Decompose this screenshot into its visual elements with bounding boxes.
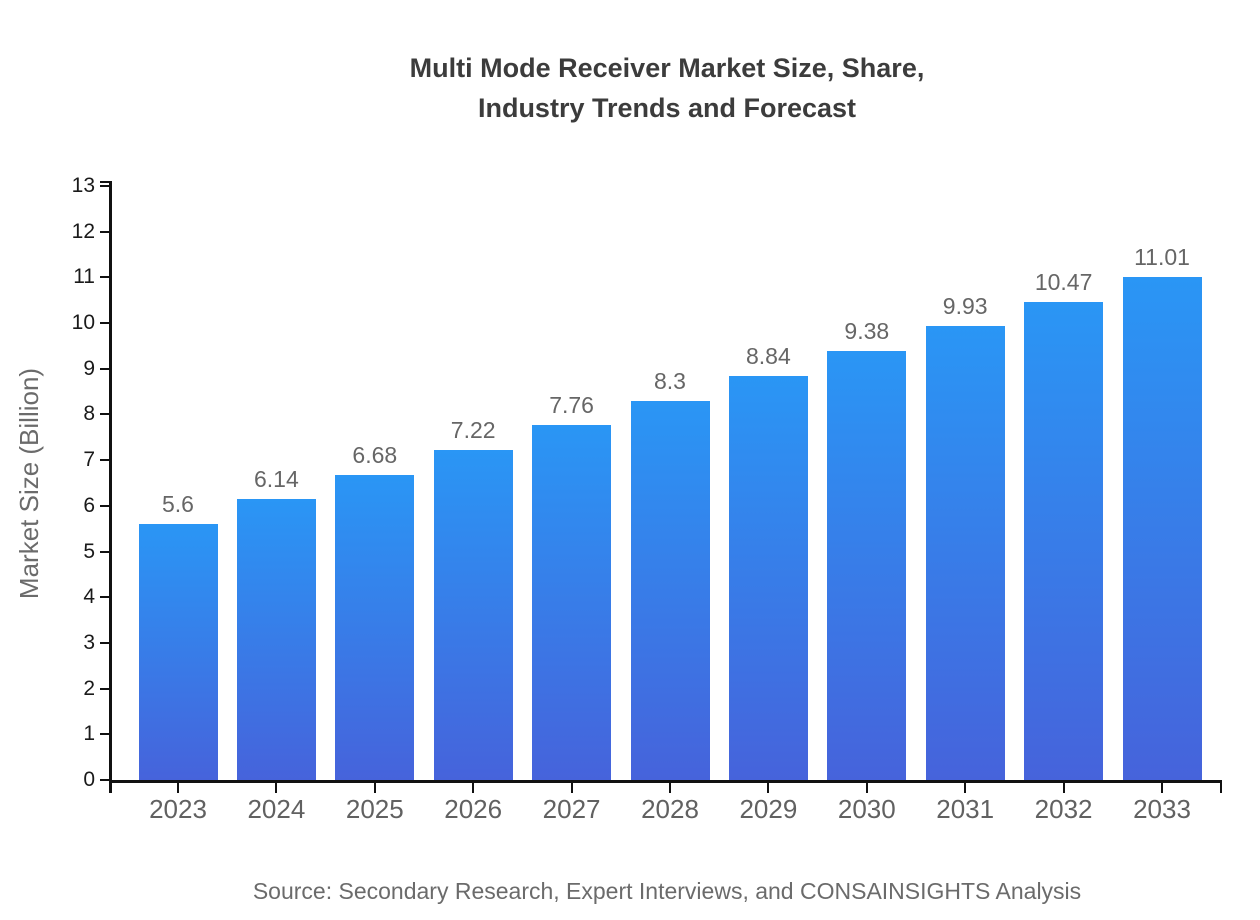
bar-value-label: 7.76 bbox=[549, 392, 594, 419]
bar bbox=[236, 499, 316, 780]
x-tick-label: 2025 bbox=[345, 794, 404, 824]
y-tick-mark bbox=[100, 779, 109, 781]
bar bbox=[138, 524, 218, 780]
x-tick-label: 2030 bbox=[837, 794, 896, 824]
x-tick-label: 2028 bbox=[641, 794, 699, 824]
y-tick-label: 3 bbox=[83, 630, 95, 654]
x-tick-label: 2024 bbox=[247, 794, 306, 824]
y-tick-label: 6 bbox=[83, 493, 95, 517]
bar-value-label: 5.6 bbox=[162, 491, 194, 518]
bar-value-label: 9.38 bbox=[844, 318, 890, 345]
bar bbox=[532, 425, 612, 780]
bar-value-label: 6.68 bbox=[352, 441, 398, 468]
y-tick-label: 9 bbox=[83, 356, 95, 380]
y-tick-mark bbox=[100, 367, 109, 370]
y-tick-mark bbox=[100, 550, 109, 553]
chart-title-line-2: Industry Trends and Forecast bbox=[477, 93, 857, 123]
x-tick-label: 2031 bbox=[936, 794, 995, 824]
bar bbox=[1024, 301, 1104, 780]
y-tick-label: 13 bbox=[71, 174, 95, 197]
bar-value-label: 10.47 bbox=[1034, 268, 1093, 295]
y-tick-mark bbox=[100, 459, 109, 462]
x-tick-label: 2023 bbox=[149, 794, 207, 824]
x-tick-label: 2029 bbox=[739, 794, 798, 824]
y-tick-mark bbox=[100, 230, 109, 233]
x-axis-line bbox=[109, 780, 1222, 783]
source-attribution: Source: Secondary Research, Expert Inter… bbox=[252, 878, 1082, 904]
y-tick-label: 4 bbox=[83, 585, 95, 609]
y-tick-mark bbox=[100, 641, 109, 644]
plot-area: 0 1 2 3 4 5 6 7 8 9 10 11 12 13 5.6 2023 6.14 2024 6.68 202… bbox=[72, 175, 1222, 822]
x-tick-mark bbox=[275, 783, 278, 793]
x-tick-mark bbox=[964, 783, 967, 793]
x-tick-label: 2027 bbox=[542, 794, 601, 824]
x-tick-label: 2033 bbox=[1133, 794, 1191, 824]
y-tick-mark bbox=[100, 322, 109, 325]
bar-value-label: 7.22 bbox=[450, 417, 496, 444]
y-tick-mark bbox=[100, 185, 109, 187]
bar-value-label: 8.84 bbox=[746, 343, 791, 370]
bar-value-label: 8.3 bbox=[654, 367, 686, 394]
x-tick-mark bbox=[669, 783, 671, 793]
x-tick-mark bbox=[570, 783, 573, 793]
bar bbox=[1122, 276, 1202, 780]
x-tick-label: 2032 bbox=[1034, 794, 1093, 824]
x-tick-label: 2026 bbox=[444, 794, 503, 824]
y-tick-label: 2 bbox=[83, 676, 95, 700]
bar bbox=[630, 400, 710, 780]
y-axis-line bbox=[109, 181, 112, 793]
chart-title: Multi Mode Receiver Market Size, Share, … bbox=[112, 48, 1222, 128]
y-tick-label: 11 bbox=[73, 265, 95, 289]
y-tick-mark bbox=[100, 504, 109, 507]
bar bbox=[925, 326, 1005, 780]
y-tick-mark bbox=[100, 596, 109, 599]
bar bbox=[433, 450, 513, 780]
y-axis-cap-tick bbox=[100, 181, 112, 183]
y-tick-mark bbox=[100, 687, 109, 690]
bar bbox=[728, 376, 808, 780]
y-tick-mark bbox=[100, 413, 109, 416]
x-tick-mark bbox=[1062, 783, 1065, 793]
x-tick-mark bbox=[1161, 783, 1163, 793]
chart-title-line-1: Multi Mode Receiver Market Size, Share, bbox=[409, 53, 925, 83]
x-tick-mark bbox=[177, 783, 179, 793]
y-tick-mark bbox=[100, 733, 109, 736]
y-tick-label: 12 bbox=[71, 219, 95, 243]
x-tick-mark bbox=[865, 783, 868, 793]
y-axis-title-text: Market Size (Billion) bbox=[14, 367, 45, 599]
y-tick-label: 8 bbox=[83, 402, 95, 426]
x-tick-mark bbox=[767, 783, 770, 793]
bar bbox=[827, 351, 907, 780]
x-axis-cap-tick bbox=[1220, 783, 1222, 793]
bar-value-label: 9.93 bbox=[942, 293, 988, 320]
y-tick-label: 1 bbox=[83, 722, 95, 746]
y-tick-mark bbox=[100, 276, 109, 279]
bar-value-label: 11.01 bbox=[1134, 243, 1190, 270]
y-tick-label: 5 bbox=[83, 539, 95, 563]
y-tick-label: 0 bbox=[83, 768, 95, 791]
y-tick-label: 7 bbox=[83, 448, 95, 472]
y-tick-label: 10 bbox=[71, 311, 95, 335]
x-tick-mark bbox=[472, 783, 475, 793]
bar bbox=[335, 474, 415, 780]
bar-value-label: 6.14 bbox=[254, 466, 299, 493]
x-tick-mark bbox=[373, 783, 376, 793]
